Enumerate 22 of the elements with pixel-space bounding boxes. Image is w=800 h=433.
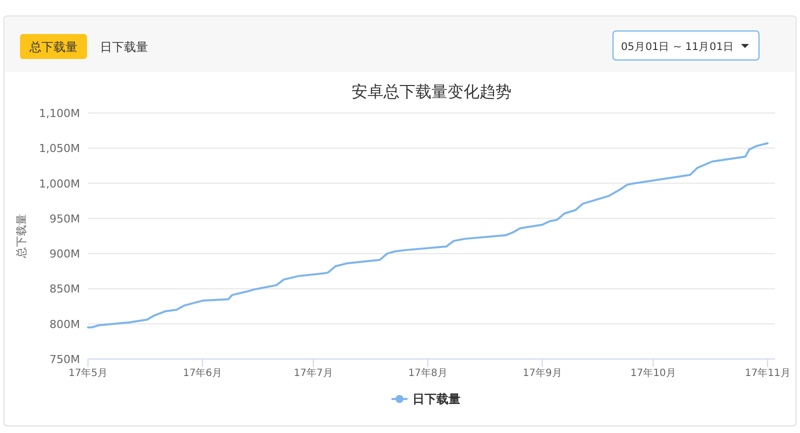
y-tick-label: 950M [50, 212, 80, 226]
chart-title: 安卓总下载量变化趋势 [352, 82, 512, 101]
x-tick-label: 17年8月 [408, 367, 448, 379]
y-tick-label: 1,050M [39, 142, 80, 156]
x-tick-label: 17年9月 [522, 367, 562, 379]
tab-active: 总下载量 [20, 34, 87, 59]
y-tick-label: 850M [50, 282, 80, 296]
y-tick-label: 1,100M [39, 107, 80, 120]
y-tick-label: 900M [50, 248, 80, 261]
x-tick-label: 17年7月 [294, 367, 333, 379]
legend-label: 日下载量 [412, 392, 460, 406]
y-tick-label: 750M [50, 353, 80, 366]
y-tick-label: 1,000M [39, 177, 80, 190]
y-tick-label: 800M [50, 318, 80, 331]
x-tick-label: 17年11月 [744, 367, 790, 379]
x-tick-label: 17年5月 [68, 367, 108, 379]
x-tick-label: 17年6月 [182, 367, 222, 379]
y-axis-title: 总下载量 [15, 214, 28, 259]
text: 日下载量 [100, 40, 148, 54]
legend-item: 日下载量 [392, 392, 460, 406]
x-tick-label: 17年10月 [630, 367, 676, 379]
date-range: 05月01日 ~ 11月01日 [612, 30, 760, 60]
